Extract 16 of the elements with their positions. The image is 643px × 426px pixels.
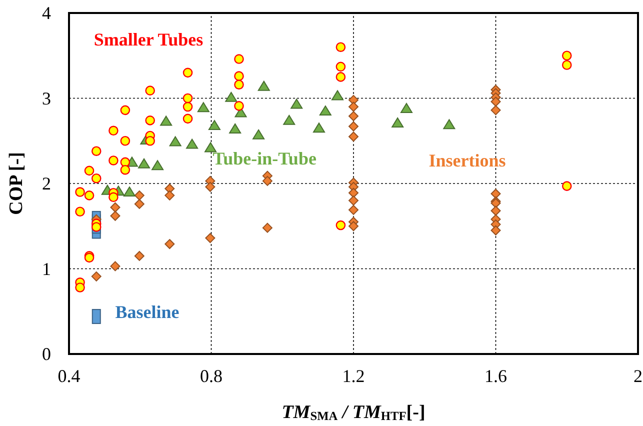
x-axis-title: TMSMA / TMHTF[-] — [282, 402, 426, 423]
x-tick-label: 0.8 — [200, 366, 222, 386]
x-tick-label: 0.4 — [58, 366, 80, 386]
x-tick-label: 1.6 — [484, 366, 507, 386]
y-tick-label: 2 — [42, 174, 51, 194]
y-tick-label: 0 — [42, 344, 51, 364]
x-tick-label: 1.2 — [342, 366, 365, 386]
y-tick-label: 1 — [42, 258, 51, 279]
y-tick-label: 3 — [42, 88, 51, 108]
series-label: Tube-in-Tube — [212, 148, 316, 169]
series-label: Insertions — [428, 150, 506, 170]
y-tick-label: 4 — [42, 3, 51, 23]
series-label: Baseline — [115, 302, 180, 322]
series-label: Smaller Tubes — [94, 29, 204, 50]
y-axis-title: COP [-] — [6, 152, 27, 215]
x-tick-label: 2 — [634, 366, 642, 386]
